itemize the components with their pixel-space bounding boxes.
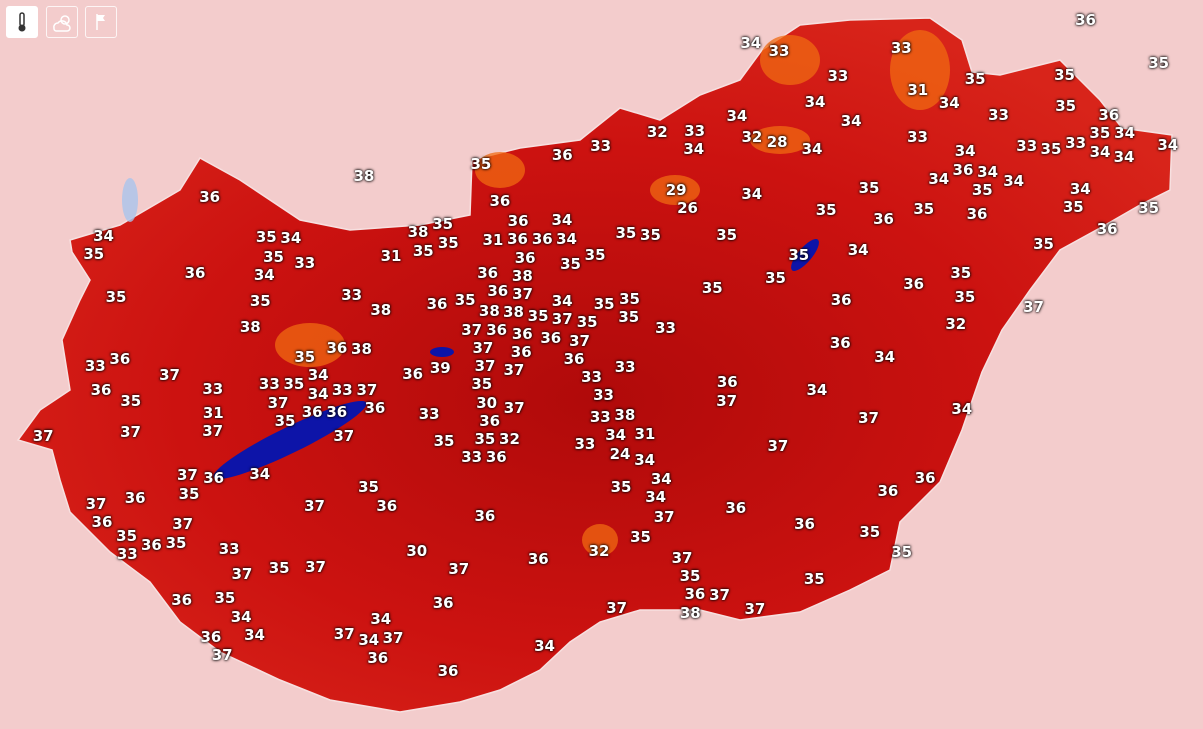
lake-velence — [430, 347, 454, 357]
highland-areas — [275, 30, 950, 556]
lake-neusiedl — [122, 178, 138, 222]
hungary-landmass — [16, 17, 1173, 713]
flag-icon — [96, 14, 105, 30]
temperature-layer-button[interactable] — [6, 6, 38, 38]
sun-cloud-icon — [53, 15, 71, 32]
thermometer-icon — [18, 12, 26, 32]
stations-layer-button[interactable] — [85, 6, 117, 38]
lake-balaton — [213, 400, 367, 480]
weather-layer-button[interactable] — [46, 6, 78, 38]
lake-tisza — [791, 239, 819, 271]
